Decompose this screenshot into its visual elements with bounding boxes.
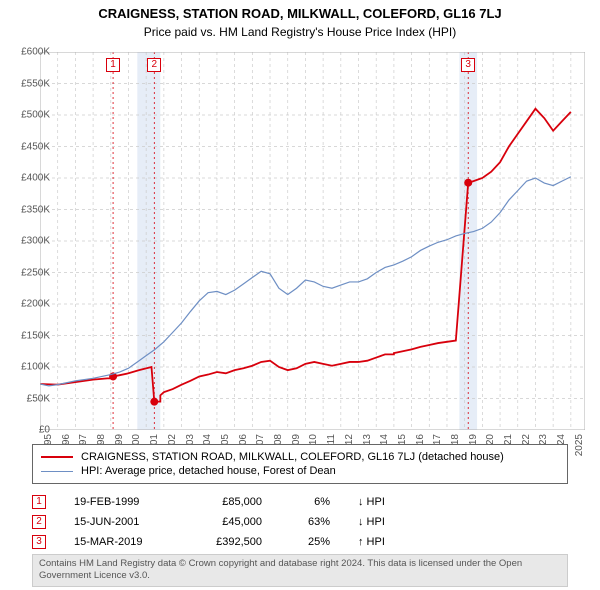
transaction-date: 19-FEB-1999 (74, 496, 164, 508)
chart-subtitle: Price paid vs. HM Land Registry's House … (0, 21, 600, 47)
transaction-price: £85,000 (192, 496, 262, 508)
transaction-row-marker: 3 (32, 535, 46, 549)
transaction-marker-1: 1 (106, 58, 120, 72)
y-tick-label: £350K (21, 204, 50, 215)
chart-container: CRAIGNESS, STATION ROAD, MILKWALL, COLEF… (0, 0, 600, 590)
transaction-price: £45,000 (192, 516, 262, 528)
y-tick-label: £550K (21, 78, 50, 89)
x-tick-label: 2025 (574, 434, 585, 456)
y-tick-label: £100K (21, 362, 50, 373)
y-tick-label: £500K (21, 110, 50, 121)
y-tick-label: £300K (21, 236, 50, 247)
chart-legend: CRAIGNESS, STATION ROAD, MILKWALL, COLEF… (32, 444, 568, 484)
transaction-marker-2: 2 (147, 58, 161, 72)
legend-row: HPI: Average price, detached house, Fore… (41, 464, 559, 478)
transaction-direction: ↓ HPI (358, 496, 408, 508)
y-tick-label: £250K (21, 267, 50, 278)
legend-swatch (41, 456, 73, 458)
transaction-pct: 63% (290, 516, 330, 528)
chart-title: CRAIGNESS, STATION ROAD, MILKWALL, COLEF… (0, 0, 600, 21)
y-tick-label: £50K (27, 393, 50, 404)
transaction-direction: ↑ HPI (358, 536, 408, 548)
y-tick-label: £200K (21, 299, 50, 310)
y-tick-label: £450K (21, 141, 50, 152)
licence-note: Contains HM Land Registry data © Crown c… (32, 554, 568, 587)
legend-row: CRAIGNESS, STATION ROAD, MILKWALL, COLEF… (41, 450, 559, 464)
y-tick-label: £600K (21, 47, 50, 58)
legend-swatch (41, 471, 73, 472)
y-tick-label: £150K (21, 330, 50, 341)
transaction-pct: 6% (290, 496, 330, 508)
transaction-row: 2 15-JUN-2001 £45,000 63% ↓ HPI (32, 512, 568, 532)
transaction-table: 1 19-FEB-1999 £85,000 6% ↓ HPI 2 15-JUN-2001 £4… (32, 492, 568, 552)
chart-plot-area (40, 52, 585, 432)
transaction-row-marker: 1 (32, 495, 46, 509)
legend-label: CRAIGNESS, STATION ROAD, MILKWALL, COLEF… (81, 451, 504, 463)
transaction-row-marker: 2 (32, 515, 46, 529)
chart-svg (40, 52, 585, 430)
transaction-row: 1 19-FEB-1999 £85,000 6% ↓ HPI (32, 492, 568, 512)
transaction-price: £392,500 (192, 536, 262, 548)
transaction-marker-3: 3 (461, 58, 475, 72)
transaction-pct: 25% (290, 536, 330, 548)
transaction-row: 3 15-MAR-2019 £392,500 25% ↑ HPI (32, 532, 568, 552)
transaction-direction: ↓ HPI (358, 516, 408, 528)
legend-label: HPI: Average price, detached house, Fore… (81, 465, 336, 477)
transaction-date: 15-MAR-2019 (74, 536, 164, 548)
y-tick-label: £400K (21, 173, 50, 184)
transaction-date: 15-JUN-2001 (74, 516, 164, 528)
